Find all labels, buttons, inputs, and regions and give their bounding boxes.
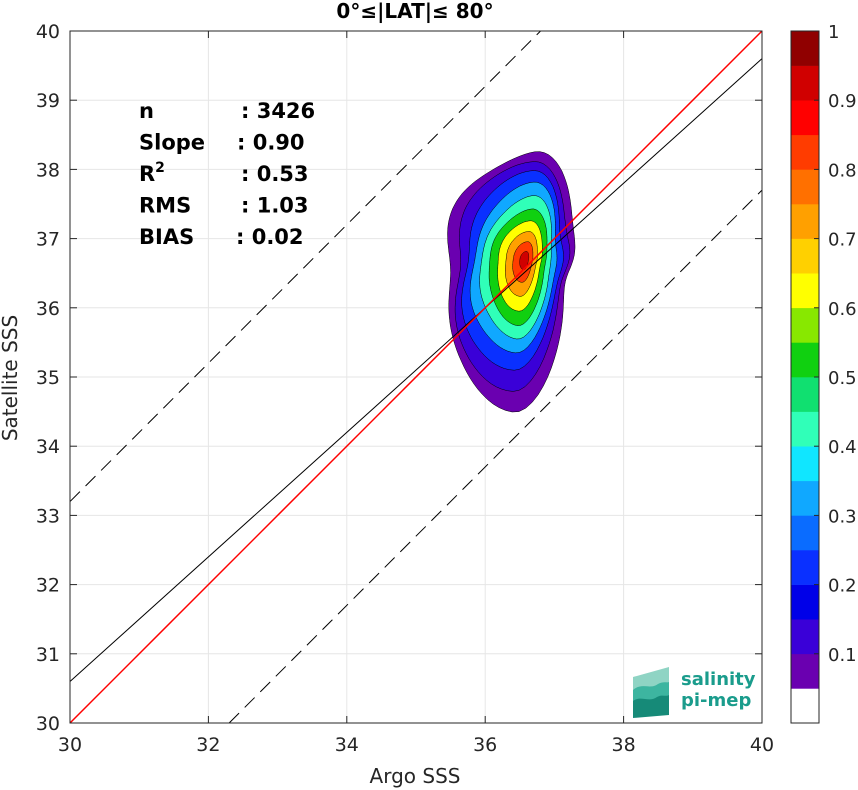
- colorbar-segment: [791, 515, 819, 551]
- colorbar-segment: [791, 411, 819, 447]
- dashed-bound-line: [69, 30, 541, 502]
- colorbar-segment: [791, 100, 819, 136]
- identity-line: [69, 30, 763, 724]
- colorbar-tick-label: 0.9: [828, 91, 857, 112]
- y-axis-title: Satellite SSS: [0, 315, 22, 441]
- x-tick-label: 32: [196, 734, 220, 756]
- stat-value: : 0.02: [236, 225, 304, 249]
- x-axis-title: Argo SSS: [370, 764, 461, 788]
- stat-value: : 3426: [241, 99, 315, 123]
- colorbar-segment: [791, 307, 819, 343]
- stat-value: : 0.90: [237, 131, 305, 155]
- colorbar-segment: [791, 584, 819, 620]
- colorbar-segment: [791, 204, 819, 239]
- colorbar-tick-label: 0.7: [828, 230, 857, 251]
- colorbar-segment: [791, 619, 819, 655]
- x-tick-label: 34: [335, 734, 359, 756]
- colorbar-segment: [791, 446, 819, 482]
- colorbar-segment: [791, 550, 819, 585]
- logo-wave-front: [633, 695, 669, 718]
- colorbar-segment: [791, 342, 819, 378]
- y-tick-label: 38: [36, 159, 60, 181]
- y-tick-label: 40: [36, 21, 60, 43]
- dashed-bound-line: [228, 189, 763, 724]
- colorbar-segment: [791, 273, 819, 309]
- colorbar-tick-label: 0.4: [828, 437, 857, 458]
- stat-label: Slope: [139, 131, 205, 155]
- contour-level-0.9: [519, 251, 530, 270]
- colorbar-segment: [791, 653, 819, 689]
- x-tick-label: 36: [473, 734, 497, 756]
- y-tick-label: 39: [36, 90, 60, 112]
- y-tick-label: 33: [36, 505, 60, 527]
- y-tick-label: 30: [36, 713, 60, 735]
- y-tick-label: 35: [36, 367, 60, 389]
- logo-line1: salinity: [681, 669, 756, 690]
- salinity-pi-mep-logo: salinity pi-mep: [633, 667, 756, 718]
- colorbar-segment: [791, 134, 819, 170]
- colorbar-segment: [791, 480, 819, 516]
- stat-label: RMS: [139, 194, 191, 218]
- x-tick-label: 40: [750, 734, 774, 756]
- stat-label: n: [139, 99, 154, 123]
- stat-label: R2: [139, 160, 165, 186]
- x-tick-label: 38: [612, 734, 636, 756]
- logo-line2: pi-mep: [681, 690, 751, 711]
- stat-superscript: 2: [155, 160, 165, 176]
- x-tick-label: 30: [58, 734, 82, 756]
- colorbar-segment: [791, 377, 819, 412]
- colorbar-tick-label: 0.6: [828, 299, 857, 320]
- colorbar-tick-label: 0.1: [828, 645, 857, 666]
- reference-lines: [69, 30, 763, 724]
- colorbar-segment: [791, 688, 819, 724]
- stat-value: : 1.03: [241, 194, 309, 218]
- y-tick-label: 31: [36, 644, 60, 666]
- colorbar-segment: [791, 238, 819, 274]
- colorbar-tick-label: 1: [828, 22, 839, 43]
- regression-line: [69, 58, 763, 682]
- colorbar-tick-label: 0.2: [828, 576, 857, 597]
- y-tick-label: 36: [36, 298, 60, 320]
- y-tick-label: 37: [36, 229, 60, 251]
- colorbar-segment: [791, 65, 819, 101]
- axis-ticks: 30 32 34 36 38 40 30 31 32 33 34 35 36 37 38 39 40: [36, 21, 774, 756]
- stat-label: BIAS: [139, 225, 194, 249]
- colorbar-segment: [791, 31, 819, 66]
- statistics-box: n : 3426 Slope : 0.90 R2 : 0.53 RMS : 1.03 BIAS:…: [139, 99, 315, 249]
- chart-title: 0°≤|LAT|≤ 80°: [336, 0, 493, 23]
- density-contours: [447, 151, 576, 413]
- colorbar-tick-label: 0.5: [828, 368, 857, 389]
- stat-value: : 0.53: [241, 162, 309, 186]
- colorbar-segment: [791, 169, 819, 205]
- y-tick-label: 34: [36, 436, 60, 458]
- colorbar-tick-label: 0.8: [828, 160, 857, 181]
- y-tick-label: 32: [36, 575, 60, 597]
- colorbar: 0.1 0.2 0.3 0.4 0.5 0.6 0.7 0.8 0.9 1: [790, 22, 857, 724]
- colorbar-tick-label: 0.3: [828, 506, 857, 527]
